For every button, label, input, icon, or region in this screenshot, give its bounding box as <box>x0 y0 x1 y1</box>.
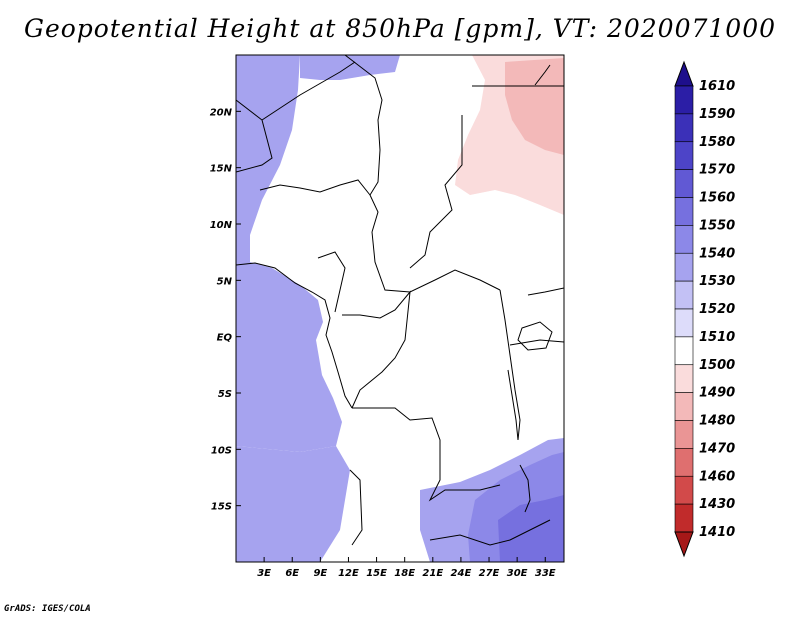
colorbar-label: 1540 <box>699 246 735 261</box>
lon-tick-label: 24E <box>451 568 472 579</box>
country-borders <box>236 55 564 546</box>
colorbar-label: 1560 <box>699 191 735 206</box>
border-congo-drc <box>342 290 411 409</box>
border-drc-east <box>499 289 521 441</box>
colorbar-swatch <box>674 141 694 170</box>
colorbar-label: 1520 <box>699 302 735 317</box>
lat-tick-label: 20N <box>210 107 233 118</box>
lon-tick-label: 3E <box>257 568 271 579</box>
axis-ticks: 20N 15N 10N 5N EQ 5S 10S 15S 3E 6E 9E 12E 15E 18E 21E 2… <box>210 107 556 579</box>
lon-tick-label: 18E <box>394 568 415 579</box>
border-north-west <box>236 99 273 173</box>
border-nigeria-cameroon <box>317 251 346 313</box>
colorbar-label: 1430 <box>699 497 735 512</box>
map-title: Geopotential Height at 850hPa [gpm], VT:… <box>23 14 777 43</box>
colorbar-label: 1590 <box>699 107 735 122</box>
region-north-lavender <box>300 55 400 80</box>
colorbar-swatch <box>674 85 694 115</box>
lake-victoria <box>517 321 553 351</box>
lat-tick-label: 5S <box>218 389 232 400</box>
lon-tick-label: 21E <box>422 568 443 579</box>
colorbar-label: 1490 <box>699 386 735 401</box>
colorbar-swatch <box>674 392 694 421</box>
lon-tick-label: 27E <box>479 568 500 579</box>
border-south <box>429 519 551 546</box>
lon-tick-label: 6E <box>285 568 299 579</box>
lat-tick-label: 10S <box>211 445 232 456</box>
shaded-field <box>236 55 564 562</box>
region-se-blue-2 <box>498 495 564 562</box>
colorbar-label: 1410 <box>699 525 735 540</box>
border-namibia <box>349 469 363 546</box>
border-sahara-1 <box>261 61 356 121</box>
lon-tick-label: 12E <box>338 568 359 579</box>
colorbar-swatch <box>674 503 694 533</box>
region-ne-core <box>505 58 564 155</box>
grads-credit: GrADS: IGES/COLA <box>4 604 91 614</box>
colorbar-swatch <box>674 225 694 254</box>
colorbar-label: 1610 <box>699 79 735 94</box>
lat-tick-label: EQ <box>217 333 233 344</box>
lon-tick-label: 30E <box>507 568 528 579</box>
lon-tick-label: 33E <box>535 568 556 579</box>
region-east-africa-pink <box>500 250 564 370</box>
lon-tick-label: 9E <box>313 568 327 579</box>
colorbar-swatch <box>674 364 694 393</box>
colorbar-swatch <box>674 197 694 226</box>
border-chad-sudan <box>409 115 463 269</box>
colorbar-label: 1460 <box>699 469 735 484</box>
lake-tanganyika <box>507 369 519 441</box>
colorbar-arrow-bottom <box>674 531 694 558</box>
colorbar-swatch <box>674 448 694 477</box>
colorbar-label: 1470 <box>699 441 735 456</box>
border-sahara-2 <box>344 55 383 233</box>
lat-tick-label: 10N <box>210 220 233 231</box>
colorbar-label: 1570 <box>699 163 735 178</box>
colorbar-swatch <box>674 308 694 338</box>
colorbar-label: 1580 <box>699 135 735 150</box>
region-sw-coast-lavender <box>236 446 350 562</box>
lat-tick-label: 15S <box>211 502 232 513</box>
region-west-lavender <box>236 55 342 452</box>
colorbar-arrow-top <box>674 60 694 87</box>
colorbar-swatch <box>674 280 694 310</box>
colorbar-label: 1510 <box>699 330 735 345</box>
colorbar-label: 1550 <box>699 218 735 233</box>
colorbar-label: 1480 <box>699 414 735 429</box>
colorbar-swatch <box>674 475 694 505</box>
border-sahel-south <box>259 179 371 196</box>
lon-tick-label: 15E <box>366 568 387 579</box>
border-angola <box>352 407 501 502</box>
colorbar: 1610 1590 1580 1570 1560 1550 1540 1530 1520 1510… <box>674 60 735 558</box>
colorbar-swatch <box>674 420 694 449</box>
lat-tick-label: 5N <box>217 276 233 287</box>
lat-tick-label: 15N <box>210 164 233 175</box>
colorbar-swatch <box>674 336 694 366</box>
region-congo-pink <box>418 282 548 482</box>
border-car <box>371 231 501 293</box>
colorbar-label: 1500 <box>699 358 735 373</box>
plot-frame <box>235 54 565 563</box>
lake-malawi <box>519 464 531 513</box>
colorbar-swatch <box>674 113 694 143</box>
border-east <box>509 287 564 346</box>
colorbar-swatch <box>674 252 694 282</box>
colorbar-label: 1530 <box>699 274 735 289</box>
red-sea-coast <box>534 64 551 86</box>
coastline-west <box>236 262 353 409</box>
colorbar-swatch <box>674 169 694 198</box>
